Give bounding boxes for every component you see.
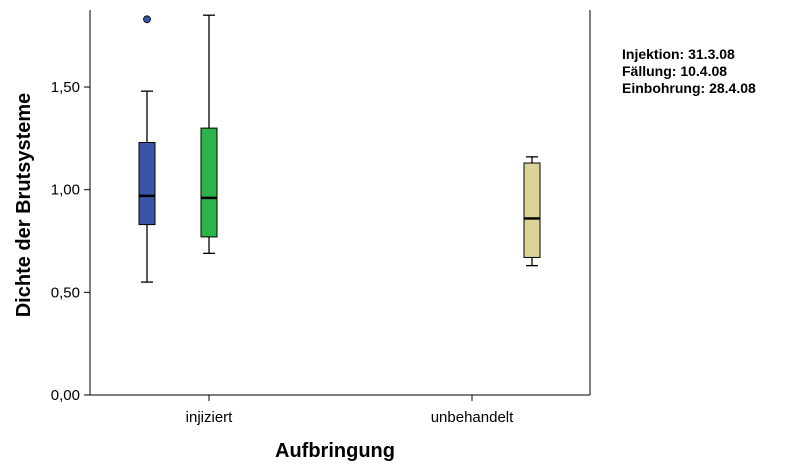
x-axis-title: Aufbringung: [275, 440, 395, 462]
note-injection: Injektion: 31.3.08: [622, 46, 735, 62]
y-tick-label-0: 0,00: [51, 387, 80, 404]
box-2: [523, 162, 541, 258]
x-tick-label-1: unbehandelt: [431, 409, 514, 426]
y-axis-title: Dichte der Brutsysteme: [13, 93, 35, 318]
y-tick-label-3: 1,50: [51, 79, 80, 96]
x-tick-label-0: injiziert: [186, 409, 234, 426]
y-tick-label-2: 1,00: [51, 182, 80, 199]
plot-area: 0,00 0,50 1,00 1,50 injiziert unbehandelt: [51, 10, 591, 426]
note-drilling: Einbohrung: 28.4.08: [622, 80, 756, 96]
box-1: [200, 127, 218, 238]
note-felling: Fällung: 10.4.08: [622, 63, 728, 79]
y-tick-label-1: 0,50: [51, 284, 80, 301]
outlier-point-0-0: [143, 15, 151, 24]
box-0: [138, 141, 156, 226]
annotation-block: Injektion: 31.3.08 Fällung: 10.4.08 Einb…: [622, 46, 756, 97]
